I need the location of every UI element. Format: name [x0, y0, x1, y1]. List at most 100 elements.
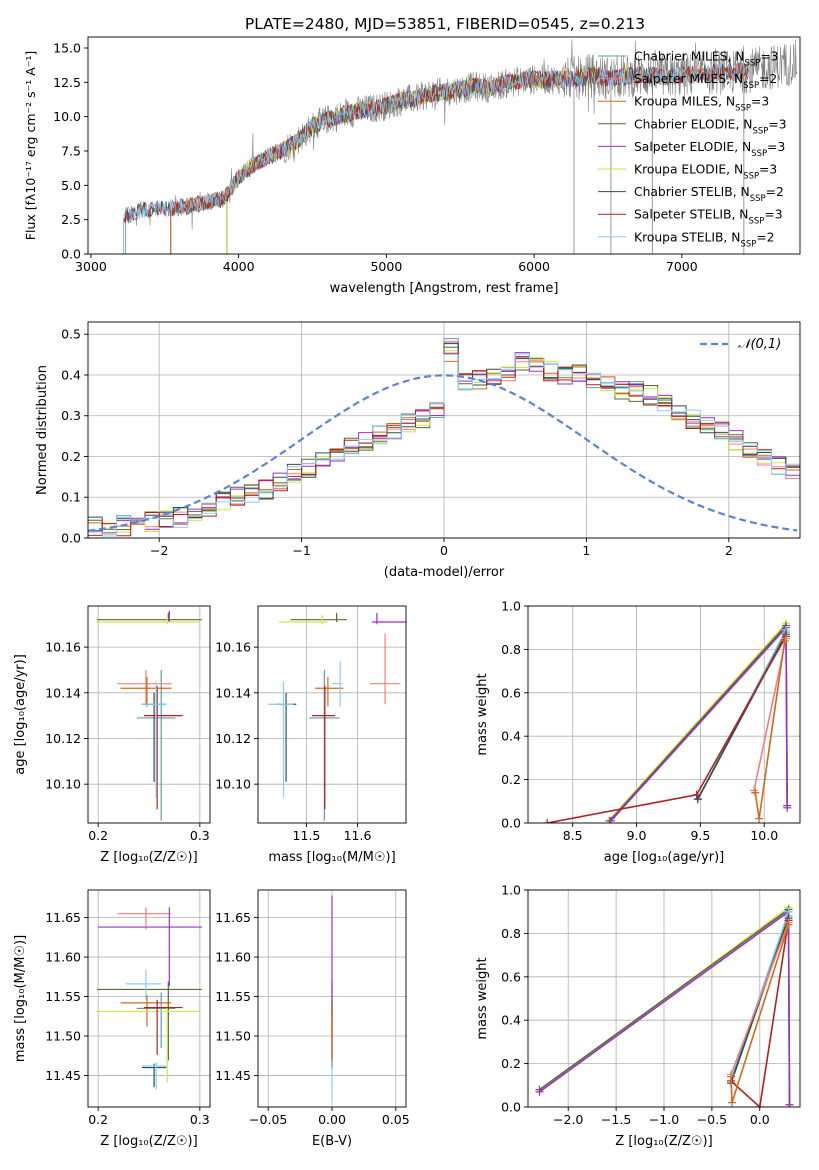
residuals-ytick-label-0: 0.0 — [61, 531, 81, 546]
legend-label-8: Kroupa STELIB, NSSP=2 — [634, 230, 775, 249]
mass-vs-Z-axes — [88, 890, 210, 1107]
weight-vs-age-marker-8-1 — [755, 814, 764, 823]
weight-vs-Z-plot-area — [535, 903, 794, 1107]
weight-vs-age-xtick-label-0: 8.5 — [563, 828, 583, 843]
mass-vs-Z-xtick-label-0: 0.2 — [88, 1112, 108, 1127]
legend-nssp-2: =3 — [751, 95, 769, 109]
weight-vs-age-marker-8-2 — [780, 636, 789, 645]
mass-vs-Z-ytick-label-0: 11.45 — [45, 1068, 81, 1083]
mass-vs-Z-frame: 0.2 0.3 11.45 11.50 11.55 11.60 11.65 Z [log₁₀(… — [13, 889, 211, 1149]
weight-vs-age-ytick-label-0: 0.0 — [501, 816, 521, 831]
weight-vs-Z-frame: −2.0 −1.5 −1.0 −0.5 0.0 0.0 0.2 0.4 0.6 0.8 1.0 Z [… — [475, 883, 801, 1149]
spectrum-xlabel: wavelength [Angstrom, rest frame] — [330, 281, 559, 296]
weight-vs-age-ytick-label-5: 1.0 — [501, 599, 521, 614]
spectrum-xtick-label-4: 7000 — [666, 259, 698, 274]
weight-vs-age-marker-6-1 — [692, 790, 701, 799]
residuals-frame: −2 −1 0 1 2 0.0 0.1 0.2 0.3 0.4 0.5 (data-model)/er… — [35, 321, 801, 580]
legend-nssp-6: =2 — [766, 185, 784, 199]
residuals-ylabel: Normed distribution — [35, 365, 50, 495]
age-vs-mass-plot-area — [268, 612, 406, 821]
residuals-xlabel: (data-model)/error — [384, 565, 505, 580]
weight-vs-Z-line-6 — [730, 920, 790, 1107]
spectrum-ytick-label-2: 5.0 — [61, 178, 81, 193]
mass-vs-Z-frame-rect — [87, 889, 211, 1108]
weight-vs-age-ytick-label-3: 0.6 — [501, 685, 521, 700]
age-vs-mass-xlabel: mass [log₁₀(M/M☉)] — [268, 850, 395, 865]
weight-vs-Z-ytick-label-0: 0.0 — [501, 1100, 521, 1115]
gaussian-curve — [88, 374, 798, 532]
residuals-xtick-label-3: 1 — [582, 543, 590, 558]
weight-vs-Z-ytick-label-1: 0.2 — [501, 1056, 521, 1071]
spectrum-plot-area — [123, 39, 798, 254]
legend-nssp-1: =2 — [759, 72, 777, 86]
age-vs-mass-ytick-label-0: 10.10 — [215, 777, 251, 792]
mass-vs-Z-xtick-label-1: 0.3 — [190, 1112, 210, 1127]
age-vs-mass-frame-rect — [257, 605, 407, 824]
age-vs-Z-xtick-label-0: 0.2 — [88, 828, 108, 843]
legend-nssp-7: =3 — [764, 208, 782, 222]
mass-vs-ebv-ytick-label-1: 11.50 — [215, 1028, 251, 1043]
legend-label-3: Chabrier ELODIE, NSSP=3 — [634, 117, 787, 136]
legend-subscript-6: SSP — [750, 194, 766, 204]
legend-nssp-0: =3 — [760, 50, 778, 64]
spectrum-ylabel: Flux [fλ10⁻¹⁷ erg cm⁻² s⁻¹ A⁻¹] — [23, 51, 38, 240]
legend-label-4: Salpeter ELODIE, NSSP=3 — [634, 140, 785, 159]
mass-vs-ebv-xtick-label-2: 0.05 — [382, 1112, 410, 1127]
spectrum-xtick-label-2: 5000 — [370, 259, 402, 274]
legend-subscript-3: SSP — [752, 126, 768, 136]
residuals-xtick-label-0: −2 — [150, 543, 168, 558]
legend-subscript-8: SSP — [740, 239, 756, 249]
weight-vs-age-marker-6-0 — [543, 819, 552, 823]
weight-vs-age-axes — [528, 605, 800, 824]
weight-vs-Z-marker-8-0 — [727, 1072, 736, 1081]
mass-vs-Z-ytick-label-3: 11.60 — [45, 950, 81, 965]
legend-label-6: Chabrier STELIB, NSSP=2 — [634, 185, 784, 204]
spectrum-frame: 3000 4000 5000 6000 7000 0.0 2.5 5.0 7.5 10.0 12.5… — [23, 36, 801, 296]
weight-vs-Z-marker-2-0 — [535, 1087, 544, 1096]
weight-vs-age-xtick-label-2: 9.5 — [690, 828, 710, 843]
weight-vs-Z-xtick-label-1: −1.5 — [601, 1112, 631, 1127]
legend-subscript-4: SSP — [751, 149, 767, 159]
residuals-plot-area — [88, 338, 800, 537]
spectrum-xtick-label-3: 6000 — [518, 259, 550, 274]
residuals-ytick-label-5: 0.5 — [61, 327, 81, 342]
weight-vs-age-ylabel: mass weight — [475, 673, 490, 755]
weight-vs-age-xlabel: age [log₁₀(age/yr)] — [604, 850, 725, 865]
age-vs-Z-xtick-label-1: 0.3 — [190, 828, 210, 843]
weight-vs-Z-marker-8-1 — [728, 1098, 736, 1107]
gaussian-legend-label: 𝒩(0,1) — [738, 337, 781, 352]
weight-vs-age-frame-rect — [527, 605, 801, 824]
age-vs-Z-ylabel: age [log₁₀(age/yr)] — [13, 654, 28, 775]
age-vs-Z-ytick-label-1: 10.12 — [45, 731, 81, 746]
weight-vs-age-line-8 — [754, 640, 786, 819]
legend-subscript-2: SSP — [735, 104, 751, 114]
weight-vs-Z-xtick-label-0: −2.0 — [553, 1112, 583, 1127]
weight-vs-Z-ytick-label-5: 1.0 — [501, 883, 521, 898]
legend-subscript-1: SSP — [743, 81, 759, 91]
mass-vs-Z-ytick-label-1: 11.50 — [45, 1028, 81, 1043]
age-vs-mass-ytick-label-1: 10.12 — [215, 731, 251, 746]
spectrum-ytick-label-6: 15.0 — [53, 40, 81, 55]
weight-vs-Z-xtick-label-4: 0.0 — [750, 1112, 770, 1127]
mass-vs-ebv-ytick-label-2: 11.55 — [215, 989, 251, 1004]
weight-vs-Z-marker-2-2 — [785, 1100, 794, 1107]
age-vs-Z-frame-rect — [87, 605, 211, 824]
age-vs-mass-ytick-label-2: 10.14 — [215, 685, 251, 700]
weight-vs-Z-xlabel: Z [log₁₀(Z/Z☉)] — [615, 1134, 712, 1149]
weight-vs-Z-line-0 — [539, 905, 791, 1105]
age-vs-Z-frame: 0.2 0.3 10.10 10.12 10.14 10.16 Z [log₁₀(Z/Z☉)… — [13, 605, 211, 865]
age-vs-Z-plot-area — [96, 610, 202, 821]
weight-vs-age-marker-7-0 — [750, 786, 759, 795]
mass-vs-ebv-ytick-label-4: 11.65 — [215, 910, 251, 925]
legend-subscript-5: SSP — [743, 172, 759, 182]
mass-vs-Z-plot-area — [96, 907, 202, 1090]
spectrum-xtick-label-1: 4000 — [223, 259, 255, 274]
weight-vs-Z-xtick-label-3: −0.5 — [697, 1112, 727, 1127]
mass-vs-Z-ytick-label-4: 11.65 — [45, 910, 81, 925]
weight-vs-age-marker-5-0 — [693, 795, 702, 804]
residuals-xtick-label-4: 2 — [725, 543, 733, 558]
legend-subscript-0: SSP — [744, 59, 760, 69]
spectrum-ytick-label-0: 0.0 — [61, 247, 81, 262]
legend-nssp-8: =2 — [756, 230, 774, 244]
